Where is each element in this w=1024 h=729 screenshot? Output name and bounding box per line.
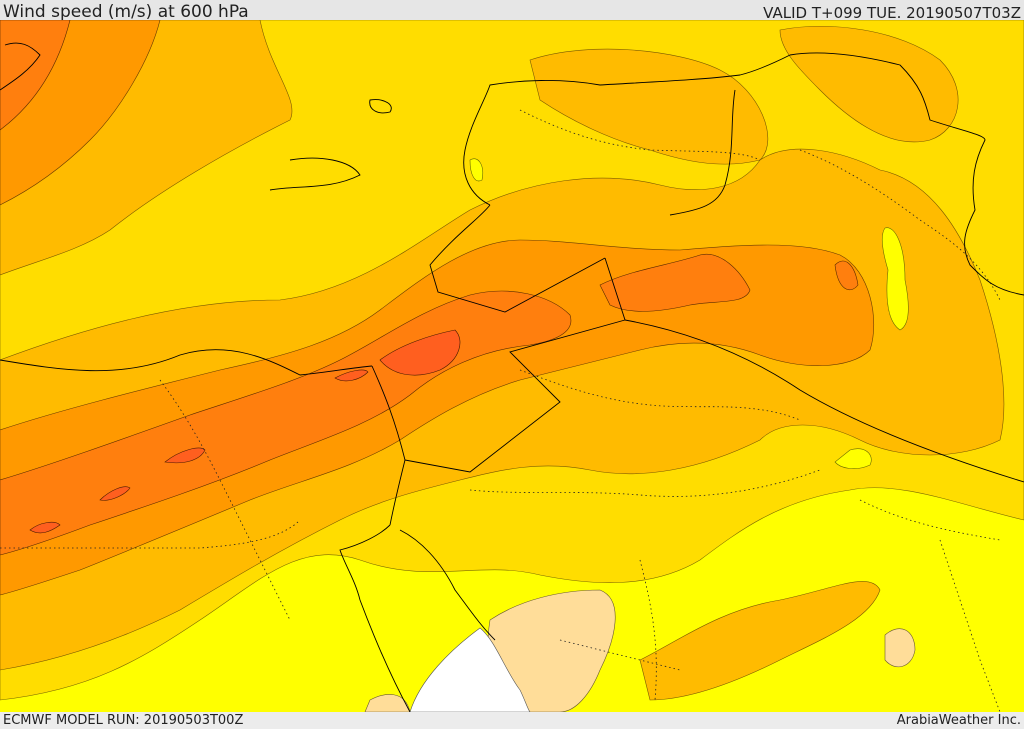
contour-band-red-orange-5 [334,369,369,382]
contour-band-amber-4 [779,26,959,143]
model-run-label: ECMWF MODEL RUN: 20190503T00Z [3,713,244,728]
contour-band-red-orange-4 [29,521,61,534]
valid-time: VALID T+099 TUE. 20190507T03Z [763,4,1021,22]
contour-band-yellow-island-2 [881,227,909,331]
footer-bar: ECMWF MODEL RUN: 20190503T00Z ArabiaWeat… [0,712,1024,729]
contour-band-dark-orange-4 [834,260,859,290]
credit-label: ArabiaWeather Inc. [896,713,1021,728]
contour-band-dark-orange-3 [599,253,751,312]
contour-band-pale-2 [884,628,916,668]
map-canvas [0,20,1024,712]
contour-band-dark-orange [0,20,71,131]
header-bar: Wind speed (m/s) at 600 hPa VALID T+099 … [0,0,1024,22]
borders [0,42,1024,712]
contour-band-red-orange [379,329,461,376]
contour-band-yellow-island-3 [469,158,483,182]
map-title: Wind speed (m/s) at 600 hPa [3,2,249,22]
contour-band-pale-3 [364,694,411,712]
contour-band-yellow-island-1 [834,448,872,470]
contour-band-white [409,627,531,712]
contour-band-orange-2 [0,239,875,596]
contour-band-amber-5 [639,581,881,701]
wind-speed-map[interactable] [0,20,1024,712]
internal-boundaries [0,109,1001,712]
contour-band-red-orange-3 [99,486,131,501]
contour-band-red-orange-2 [164,447,206,464]
